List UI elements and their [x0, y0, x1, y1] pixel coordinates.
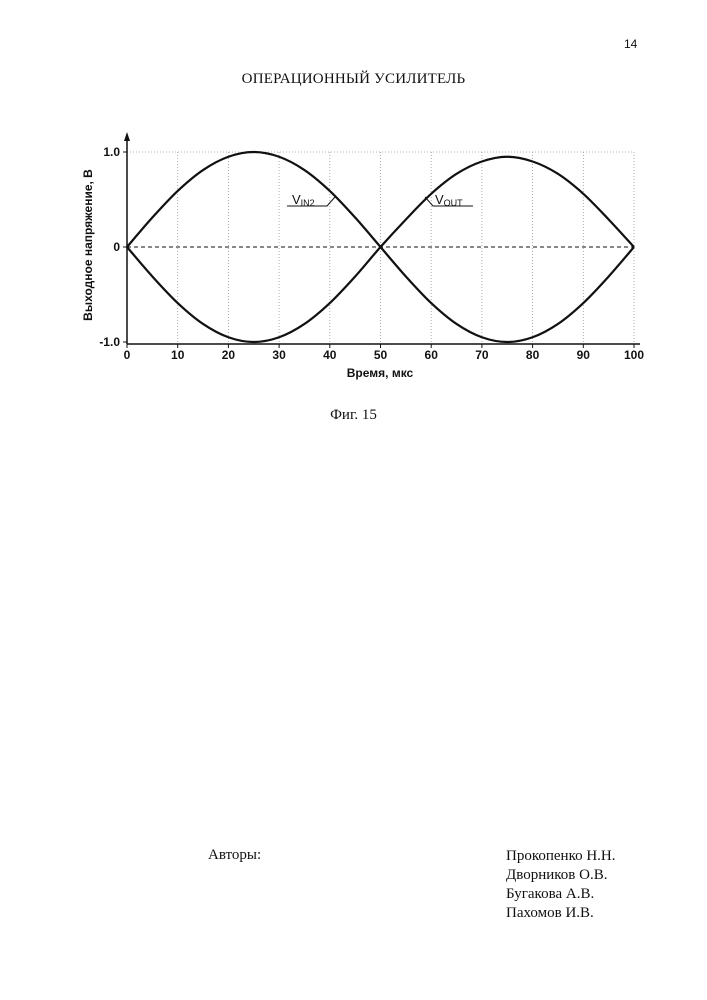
- figure-caption: Фиг. 15: [0, 407, 707, 424]
- y-axis-arrow: [124, 132, 130, 141]
- x-tick-label: 80: [526, 348, 540, 362]
- y-axis-label: Выходное напряжение, В: [81, 169, 95, 321]
- x-tick-label: 40: [323, 348, 337, 362]
- series-label-vout: VOUT: [425, 192, 473, 208]
- author-name: Бугакова А.В.: [506, 885, 616, 904]
- y-tick-label: 1.0: [103, 145, 120, 159]
- authors-list: Прокопенко Н.Н. Дворников О.В. Бугакова …: [506, 847, 616, 923]
- author-name: Прокопенко Н.Н.: [506, 847, 616, 866]
- y-tick-label: 0: [113, 240, 120, 254]
- series-label-vin2: VIN2: [287, 192, 335, 208]
- x-axis-label: Время, мкс: [347, 366, 414, 380]
- x-tick-label: 70: [475, 348, 489, 362]
- x-tick-label: 20: [222, 348, 236, 362]
- x-tick-label: 100: [624, 348, 644, 362]
- author-name: Пахомов И.В.: [506, 904, 616, 923]
- series-label-vout-main: V: [435, 192, 444, 207]
- y-tick-label: -1.0: [99, 335, 120, 349]
- x-tick-label: 30: [272, 348, 286, 362]
- x-tick-label: 0: [124, 348, 131, 362]
- series-label-vin2-main: V: [292, 192, 301, 207]
- author-name: Дворников О.В.: [506, 866, 616, 885]
- x-tick-label: 10: [171, 348, 185, 362]
- chart-axes: [124, 132, 640, 344]
- x-tick-label: 60: [425, 348, 439, 362]
- figure-chart: 0 10 20 30 40 50 60 70 80 90 100 1.0 0 -1.0 VIN2 VOUT…: [0, 0, 707, 400]
- x-tick-label: 90: [577, 348, 591, 362]
- authors-label: Авторы:: [208, 847, 261, 864]
- x-tick-label: 50: [374, 348, 388, 362]
